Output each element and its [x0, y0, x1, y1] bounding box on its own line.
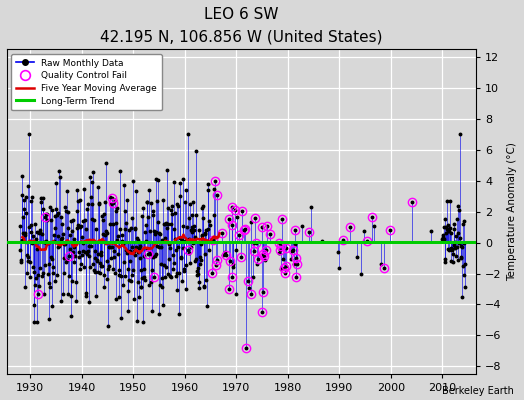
Y-axis label: Temperature Anomaly (°C): Temperature Anomaly (°C) — [507, 142, 517, 281]
Legend: Raw Monthly Data, Quality Control Fail, Five Year Moving Average, Long-Term Tren: Raw Monthly Data, Quality Control Fail, … — [12, 54, 161, 110]
Title: LEO 6 SW
42.195 N, 106.856 W (United States): LEO 6 SW 42.195 N, 106.856 W (United Sta… — [100, 7, 383, 44]
Text: Berkeley Earth: Berkeley Earth — [442, 386, 514, 396]
